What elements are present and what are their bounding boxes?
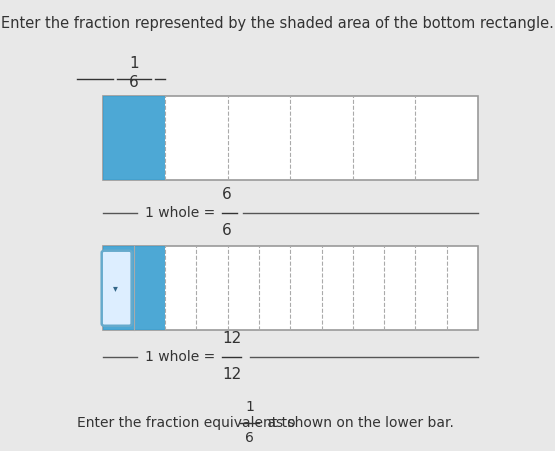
- Text: 6: 6: [245, 431, 254, 445]
- Text: 1 whole =: 1 whole =: [145, 206, 220, 220]
- Bar: [103, 246, 478, 330]
- Text: ▾: ▾: [113, 283, 118, 293]
- Text: Enter the fraction equivalent to: Enter the fraction equivalent to: [77, 416, 300, 430]
- Text: 6: 6: [222, 187, 232, 202]
- Bar: [103, 246, 165, 330]
- Text: 1: 1: [245, 400, 254, 414]
- Text: Enter the fraction represented by the shaded area of the bottom rectangle.: Enter the fraction represented by the sh…: [1, 16, 554, 31]
- Text: 6: 6: [222, 223, 232, 238]
- Text: 1 whole =: 1 whole =: [145, 350, 220, 364]
- Text: 6: 6: [129, 75, 139, 90]
- Text: as shown on the lower bar.: as shown on the lower bar.: [264, 416, 455, 430]
- Text: 12: 12: [222, 331, 241, 346]
- Text: 12: 12: [222, 367, 241, 382]
- Bar: [103, 96, 165, 180]
- Bar: [103, 96, 478, 180]
- Text: 1: 1: [129, 56, 139, 71]
- FancyBboxPatch shape: [102, 251, 132, 326]
